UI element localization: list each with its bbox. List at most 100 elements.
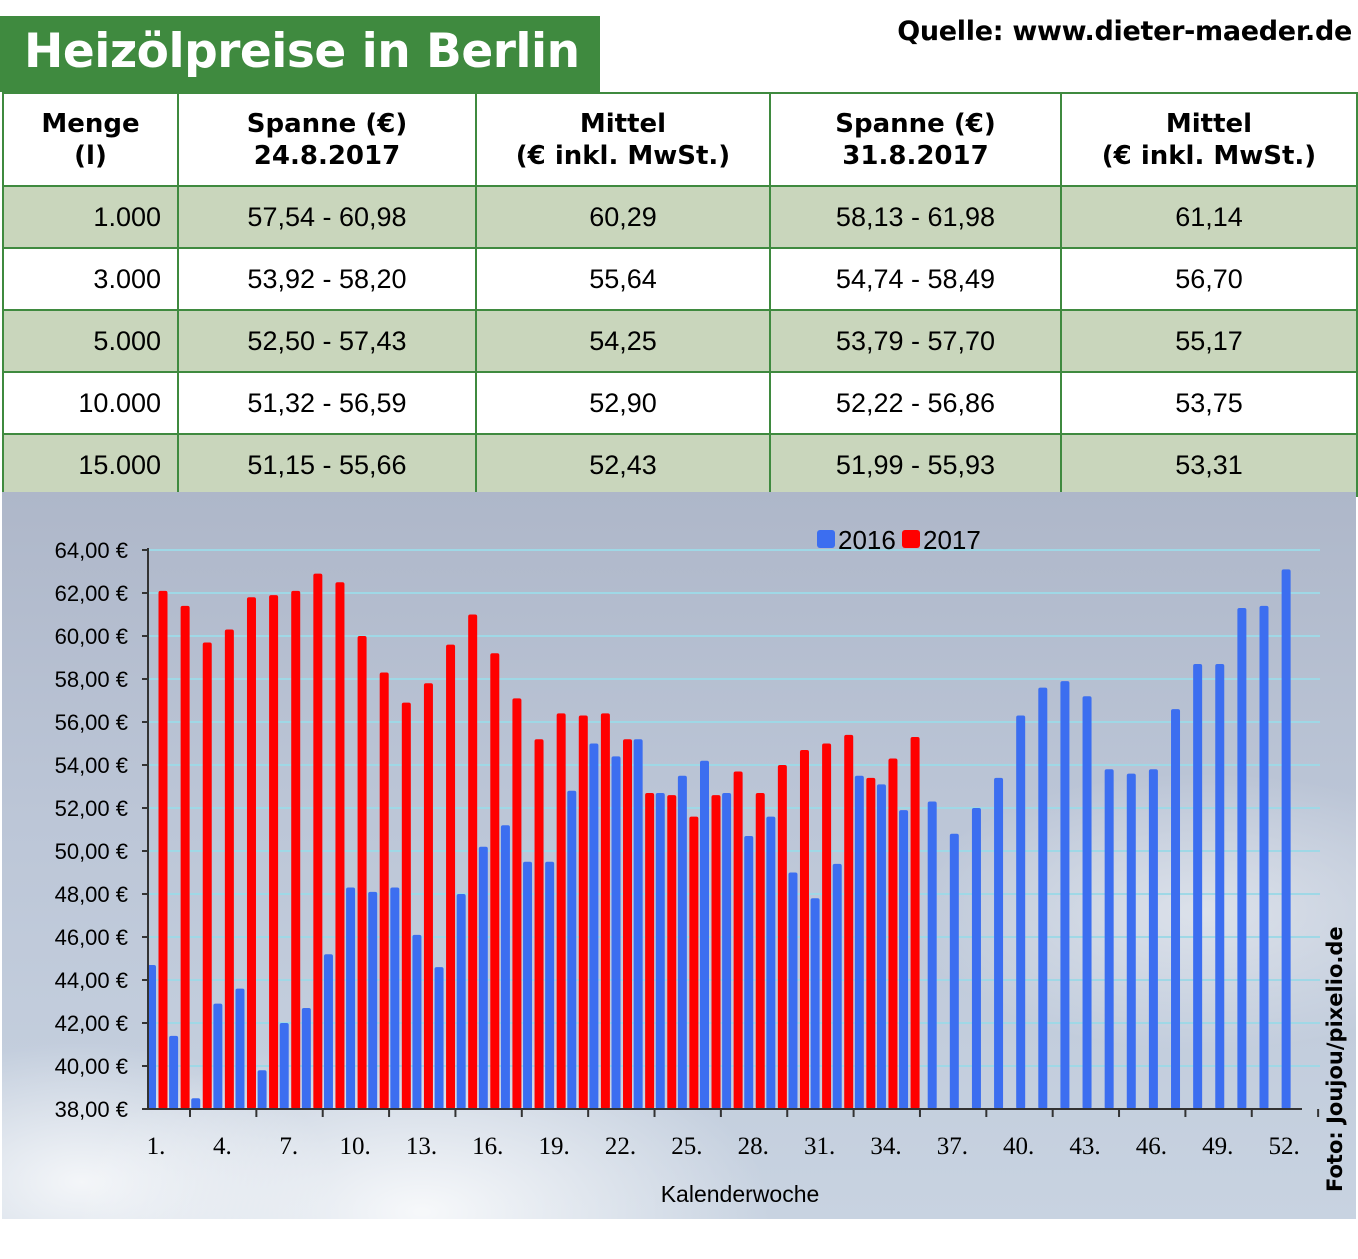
table-cell: 53,75 — [1060, 371, 1358, 435]
table-cell: 61,14 — [1060, 185, 1358, 249]
bar-2017 — [888, 758, 898, 1109]
x-tick-label: 19. — [539, 1133, 570, 1160]
x-tick-label: 43. — [1069, 1133, 1100, 1160]
legend: 2016 2017 — [817, 525, 981, 555]
bar-2017 — [401, 702, 411, 1109]
bar-2017 — [645, 792, 655, 1109]
bar-2016 — [810, 898, 820, 1109]
header-range-2: Spanne (€) 31.8.2017 — [769, 92, 1062, 187]
table-cell: 51,99 - 55,93 — [769, 433, 1062, 497]
bar-2017 — [910, 737, 920, 1109]
bar-2016 — [1126, 773, 1136, 1109]
table-cell: 15.000 — [2, 433, 179, 497]
table-cell: 1.000 — [2, 185, 179, 249]
title-banner: Heizölpreise in Berlin — [0, 16, 600, 92]
bar-2016 — [744, 835, 754, 1109]
bar-2016 — [1193, 663, 1203, 1109]
table-row: 3.000 53,92 - 58,20 55,64 54,74 - 58,49 … — [2, 247, 1358, 311]
bar-2016 — [832, 863, 842, 1109]
x-axis-label: Kalenderwoche — [661, 1181, 820, 1207]
bar-2017 — [512, 698, 522, 1109]
x-tick-label: 22. — [605, 1133, 636, 1160]
bar-2016 — [1104, 769, 1114, 1109]
bar-2017 — [534, 739, 544, 1109]
table-cell: 5.000 — [2, 309, 179, 373]
table-cell: 52,22 - 56,86 — [769, 371, 1062, 435]
bar-2016 — [213, 1003, 223, 1109]
y-tick-label: 46,00 € — [55, 925, 128, 950]
table-row: 5.000 52,50 - 57,43 54,25 53,79 - 57,70 … — [2, 309, 1358, 373]
bar-2016 — [589, 743, 599, 1109]
bar-2017 — [335, 582, 345, 1109]
legend-label-2016: 2016 — [838, 525, 896, 555]
x-tick-label: 46. — [1136, 1133, 1167, 1160]
y-tick-label: 44,00 € — [55, 968, 128, 993]
bar-2017 — [423, 683, 433, 1109]
y-tick-label: 54,00 € — [55, 753, 128, 778]
bar-2017 — [777, 765, 787, 1109]
page-title: Heizölpreise in Berlin — [24, 24, 580, 79]
bar-2017 — [844, 734, 854, 1109]
bar-2017 — [379, 672, 389, 1109]
y-tick-label: 58,00 € — [55, 667, 128, 692]
table-header-row: Menge (l) Spanne (€) 24.8.2017 Mittel (€ in… — [2, 92, 1358, 187]
table-cell: 53,79 - 57,70 — [769, 309, 1062, 373]
bar-2016 — [1171, 709, 1181, 1109]
bar-2017 — [490, 653, 500, 1109]
y-tick-label: 42,00 € — [55, 1011, 128, 1036]
y-tick-label: 60,00 € — [55, 624, 128, 649]
bar-2017 — [357, 636, 367, 1109]
bar-2016 — [567, 790, 577, 1109]
bar-2017 — [291, 590, 301, 1109]
bar-2016 — [927, 801, 937, 1109]
table-cell: 56,70 — [1060, 247, 1358, 311]
bar-2016 — [323, 954, 333, 1109]
y-tick-label: 64,00 € — [55, 538, 128, 563]
table-cell: 54,25 — [475, 309, 771, 373]
table-cell: 3.000 — [2, 247, 179, 311]
x-tick-label: 10. — [339, 1133, 370, 1160]
bar-2016 — [478, 846, 488, 1109]
bar-2017 — [246, 597, 256, 1109]
bar-2017 — [224, 629, 234, 1109]
header-mean-2: Mittel (€ inkl. MwSt.) — [1060, 92, 1358, 187]
header-mean-1: Mittel (€ inkl. MwSt.) — [475, 92, 771, 187]
bar-2016 — [677, 775, 687, 1109]
table-cell: 53,31 — [1060, 433, 1358, 497]
x-tick-label: 7. — [279, 1133, 298, 1160]
table-cell: 52,43 — [475, 433, 771, 497]
bar-2016 — [1082, 696, 1092, 1109]
bar-2016 — [994, 777, 1004, 1109]
bar-2017 — [556, 713, 566, 1109]
table-cell: 54,74 - 58,49 — [769, 247, 1062, 311]
bar-2016 — [434, 967, 444, 1109]
bar-2016 — [191, 1098, 201, 1109]
x-tick-label: 40. — [1003, 1133, 1034, 1160]
chart-area: 38,00 € 40,00 € 42,00 € 44,00 € 46,00 € 48,00… — [2, 492, 1356, 1219]
table-row: 15.000 51,15 - 55,66 52,43 51,99 - 55,93… — [2, 433, 1358, 497]
bar-2017 — [689, 816, 699, 1109]
bar-2016 — [655, 792, 665, 1109]
table-cell: 58,13 - 61,98 — [769, 185, 1062, 249]
y-tick-label: 48,00 € — [55, 882, 128, 907]
bar-2016 — [1060, 681, 1070, 1109]
table-cell: 53,92 - 58,20 — [177, 247, 477, 311]
bar-2016 — [788, 872, 798, 1109]
bar-2016 — [301, 1007, 311, 1109]
y-tick-label: 50,00 € — [55, 839, 128, 864]
legend-label-2017: 2017 — [923, 525, 981, 555]
bar-2017 — [623, 739, 633, 1109]
bar-2016 — [1281, 569, 1291, 1109]
bar-2017 — [269, 595, 279, 1109]
bar-2016 — [235, 988, 245, 1109]
bar-2017 — [313, 573, 323, 1109]
y-tick-label: 56,00 € — [55, 710, 128, 735]
bars — [147, 569, 1291, 1109]
table-cell: 57,54 - 60,98 — [177, 185, 477, 249]
bar-2016 — [412, 934, 422, 1109]
table-row: 10.000 51,32 - 56,59 52,90 52,22 - 56,86… — [2, 371, 1358, 435]
bar-2016 — [169, 1035, 179, 1109]
bar-2016 — [523, 861, 533, 1109]
x-tick-label: 34. — [870, 1133, 901, 1160]
x-tick-label: 52. — [1268, 1133, 1299, 1160]
